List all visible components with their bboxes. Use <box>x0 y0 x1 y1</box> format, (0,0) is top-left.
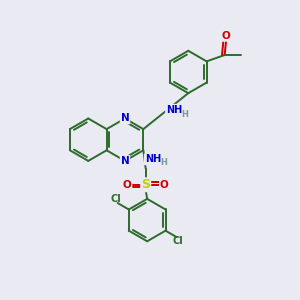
Text: O: O <box>123 180 131 190</box>
Text: Cl: Cl <box>111 194 122 205</box>
Text: S: S <box>141 178 150 191</box>
Text: Cl: Cl <box>173 236 184 246</box>
Text: O: O <box>222 31 230 41</box>
Text: H: H <box>160 158 167 167</box>
Text: O: O <box>160 180 169 190</box>
Text: NH: NH <box>145 154 161 164</box>
Text: NH: NH <box>166 105 182 115</box>
Text: N: N <box>121 156 129 166</box>
Text: H: H <box>182 110 188 119</box>
Text: N: N <box>121 113 129 124</box>
